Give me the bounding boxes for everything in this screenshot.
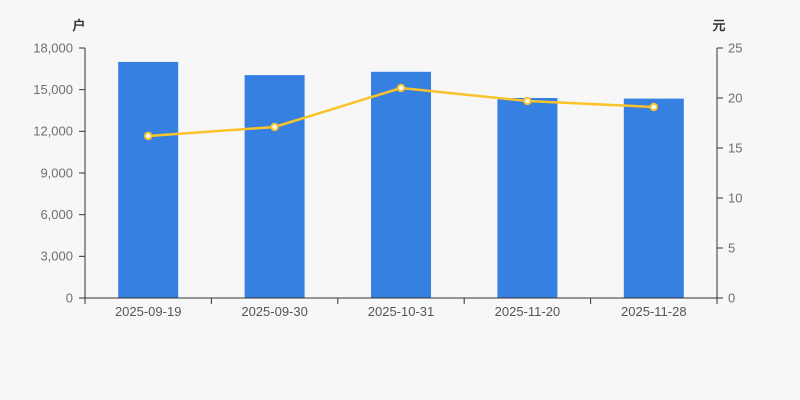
x-category-label: 2025-10-31: [368, 304, 435, 319]
line-point-2025-09-19[interactable]: [144, 131, 153, 141]
bar-2025-09-19[interactable]: [118, 61, 179, 299]
left-tick-label: 9,000: [40, 165, 73, 180]
right-tick-label: 15: [728, 140, 742, 155]
line-point-2025-10-31[interactable]: [396, 83, 406, 93]
right-tick-label: 10: [728, 190, 742, 205]
bar-2025-09-30[interactable]: [244, 75, 305, 298]
line-series: [144, 83, 658, 141]
left-tick-label: 6,000: [40, 207, 73, 222]
right-tick-label: 5: [728, 240, 735, 255]
axes: 0 3,000 6,000 9,000 12,000 15,000 18,000 0 5 10 15…: [33, 40, 742, 319]
bar-2025-11-28[interactable]: [623, 98, 684, 298]
left-tick-label: 15,000: [33, 82, 73, 97]
x-category-label: 2025-11-20: [495, 304, 561, 319]
right-tick-label: 0: [728, 290, 735, 305]
line-point-2025-09-30[interactable]: [270, 122, 279, 132]
right-axis-unit-label: 元: [712, 18, 725, 33]
x-category-label: 2025-09-19: [115, 304, 182, 319]
left-tick-label: 3,000: [40, 249, 73, 264]
left-tick-label: 12,000: [33, 124, 73, 139]
left-tick-label: 18,000: [33, 40, 73, 55]
x-category-label: 2025-11-28: [621, 304, 687, 319]
right-tick-label: 25: [728, 40, 742, 55]
left-axis-unit-label: 户: [72, 18, 85, 33]
left-tick-label: 0: [66, 290, 73, 305]
x-category-label: 2025-09-30: [241, 304, 308, 319]
line-point-2025-11-20[interactable]: [523, 96, 532, 106]
bar-series: [118, 61, 684, 299]
bar-2025-11-20[interactable]: [497, 98, 558, 298]
line-point-2025-11-28[interactable]: [649, 102, 658, 112]
bar-2025-10-31[interactable]: [371, 71, 431, 299]
right-tick-label: 20: [728, 90, 742, 105]
